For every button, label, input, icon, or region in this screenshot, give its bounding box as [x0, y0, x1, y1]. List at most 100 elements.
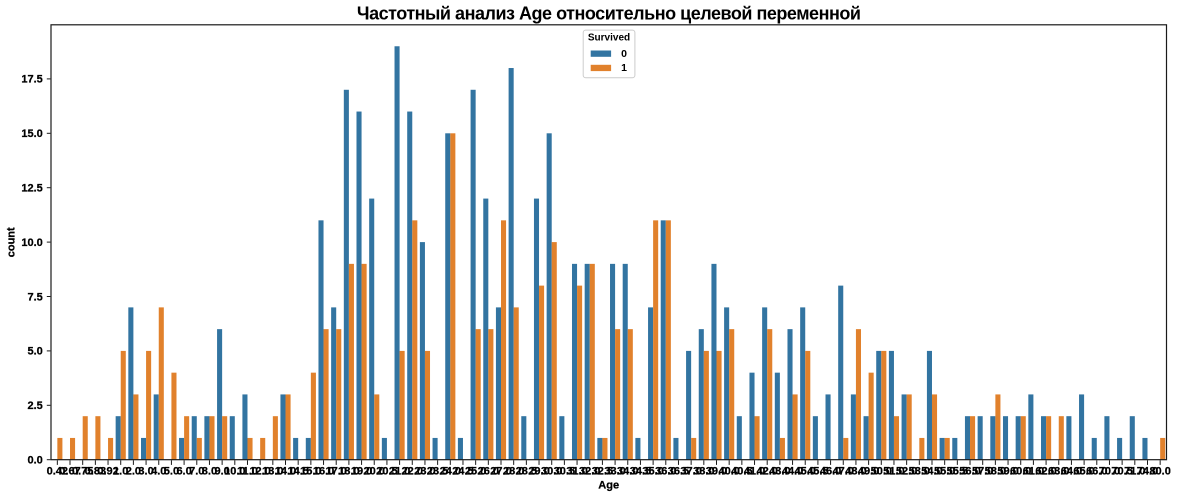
svg-text:19.0: 19.0: [351, 466, 372, 478]
svg-text:46.0: 46.0: [820, 466, 841, 478]
svg-text:55.5: 55.5: [947, 466, 968, 478]
svg-text:31.0: 31.0: [566, 466, 587, 478]
svg-text:12.0: 12.0: [249, 466, 270, 478]
svg-text:80.0: 80.0: [1149, 466, 1170, 478]
svg-text:27.0: 27.0: [490, 466, 511, 478]
svg-text:37.0: 37.0: [680, 466, 701, 478]
svg-text:63.0: 63.0: [1048, 466, 1069, 478]
svg-text:39.0: 39.0: [706, 466, 727, 478]
svg-text:49.0: 49.0: [858, 466, 879, 478]
svg-text:28.5: 28.5: [516, 466, 537, 478]
svg-text:23.0: 23.0: [414, 466, 435, 478]
svg-text:14.5: 14.5: [287, 466, 308, 478]
svg-text:14.0: 14.0: [275, 466, 296, 478]
svg-text:70.5: 70.5: [1111, 466, 1132, 478]
svg-text:15.0: 15.0: [300, 466, 321, 478]
svg-text:8.0: 8.0: [202, 466, 217, 478]
svg-text:0.42: 0.42: [47, 466, 68, 478]
svg-text:30.0: 30.0: [541, 466, 562, 478]
svg-text:36.5: 36.5: [668, 466, 689, 478]
svg-text:24.5: 24.5: [452, 466, 473, 478]
svg-text:0.92: 0.92: [97, 466, 118, 478]
svg-text:44.0: 44.0: [782, 466, 803, 478]
svg-text:17.5: 17.5: [21, 74, 42, 86]
svg-text:15.0: 15.0: [21, 128, 42, 140]
svg-text:53.0: 53.0: [909, 466, 930, 478]
svg-text:42.0: 42.0: [756, 466, 777, 478]
svg-text:20.0: 20.0: [364, 466, 385, 478]
svg-text:29.0: 29.0: [528, 466, 549, 478]
svg-text:4.0: 4.0: [151, 466, 166, 478]
svg-text:23.5: 23.5: [427, 466, 448, 478]
svg-text:Survived: Survived: [588, 33, 630, 44]
svg-text:1: 1: [621, 62, 627, 74]
svg-text:36.0: 36.0: [655, 466, 676, 478]
svg-text:34.0: 34.0: [617, 466, 638, 478]
svg-text:32.5: 32.5: [592, 466, 613, 478]
svg-text:59.0: 59.0: [997, 466, 1018, 478]
svg-text:71.0: 71.0: [1124, 466, 1145, 478]
svg-text:34.5: 34.5: [630, 466, 651, 478]
svg-text:11.0: 11.0: [237, 466, 258, 478]
svg-text:45.5: 45.5: [807, 466, 828, 478]
svg-text:12.5: 12.5: [21, 183, 42, 195]
svg-text:0.75: 0.75: [72, 466, 93, 478]
svg-text:17.0: 17.0: [325, 466, 346, 478]
svg-text:3.0: 3.0: [138, 466, 153, 478]
svg-text:74.0: 74.0: [1137, 466, 1158, 478]
svg-text:10.0: 10.0: [21, 237, 42, 249]
svg-text:55.0: 55.0: [934, 466, 955, 478]
svg-text:24.0: 24.0: [440, 466, 461, 478]
svg-text:Частотный анализ Age относител: Частотный анализ Age относительно целево…: [357, 3, 861, 23]
svg-text:0.0: 0.0: [28, 455, 43, 467]
svg-text:40.5: 40.5: [731, 466, 752, 478]
svg-text:60.0: 60.0: [1010, 466, 1031, 478]
svg-text:28.0: 28.0: [503, 466, 524, 478]
svg-text:47.0: 47.0: [833, 466, 854, 478]
svg-text:64.0: 64.0: [1061, 466, 1082, 478]
svg-text:48.0: 48.0: [845, 466, 866, 478]
svg-text:18.0: 18.0: [338, 466, 359, 478]
svg-text:58.0: 58.0: [985, 466, 1006, 478]
svg-text:10.0: 10.0: [224, 466, 245, 478]
svg-text:9.0: 9.0: [214, 466, 229, 478]
svg-text:30.5: 30.5: [554, 466, 575, 478]
svg-text:7.0: 7.0: [189, 466, 204, 478]
svg-text:26.0: 26.0: [478, 466, 499, 478]
svg-text:0.67: 0.67: [59, 466, 80, 478]
svg-text:45.0: 45.0: [795, 466, 816, 478]
svg-text:54.0: 54.0: [921, 466, 942, 478]
svg-text:0.83: 0.83: [85, 466, 106, 478]
svg-text:32.0: 32.0: [579, 466, 600, 478]
svg-text:33.0: 33.0: [604, 466, 625, 478]
svg-text:Age: Age: [598, 480, 619, 492]
svg-text:50.0: 50.0: [871, 466, 892, 478]
svg-text:25.0: 25.0: [465, 466, 486, 478]
svg-text:21.0: 21.0: [389, 466, 410, 478]
svg-text:56.0: 56.0: [959, 466, 980, 478]
svg-text:40.0: 40.0: [718, 466, 739, 478]
svg-text:20.5: 20.5: [376, 466, 397, 478]
svg-text:2.5: 2.5: [28, 400, 43, 412]
svg-text:61.0: 61.0: [1023, 466, 1044, 478]
svg-text:2.0: 2.0: [126, 466, 141, 478]
svg-text:70.0: 70.0: [1099, 466, 1120, 478]
svg-text:22.0: 22.0: [402, 466, 423, 478]
svg-text:41.0: 41.0: [744, 466, 765, 478]
svg-text:5.0: 5.0: [28, 346, 43, 358]
svg-text:38.0: 38.0: [693, 466, 714, 478]
svg-text:1.0: 1.0: [113, 466, 128, 478]
svg-text:6.0: 6.0: [176, 466, 191, 478]
svg-text:51.0: 51.0: [883, 466, 904, 478]
svg-text:57.0: 57.0: [972, 466, 993, 478]
svg-text:43.0: 43.0: [769, 466, 790, 478]
svg-text:0: 0: [621, 48, 627, 60]
svg-text:5.0: 5.0: [164, 466, 179, 478]
svg-text:16.0: 16.0: [313, 466, 334, 478]
svg-text:35.0: 35.0: [642, 466, 663, 478]
svg-text:7.5: 7.5: [28, 291, 43, 303]
svg-text:52.0: 52.0: [896, 466, 917, 478]
svg-text:count: count: [6, 227, 18, 257]
svg-text:65.0: 65.0: [1073, 466, 1094, 478]
svg-text:13.0: 13.0: [262, 466, 283, 478]
